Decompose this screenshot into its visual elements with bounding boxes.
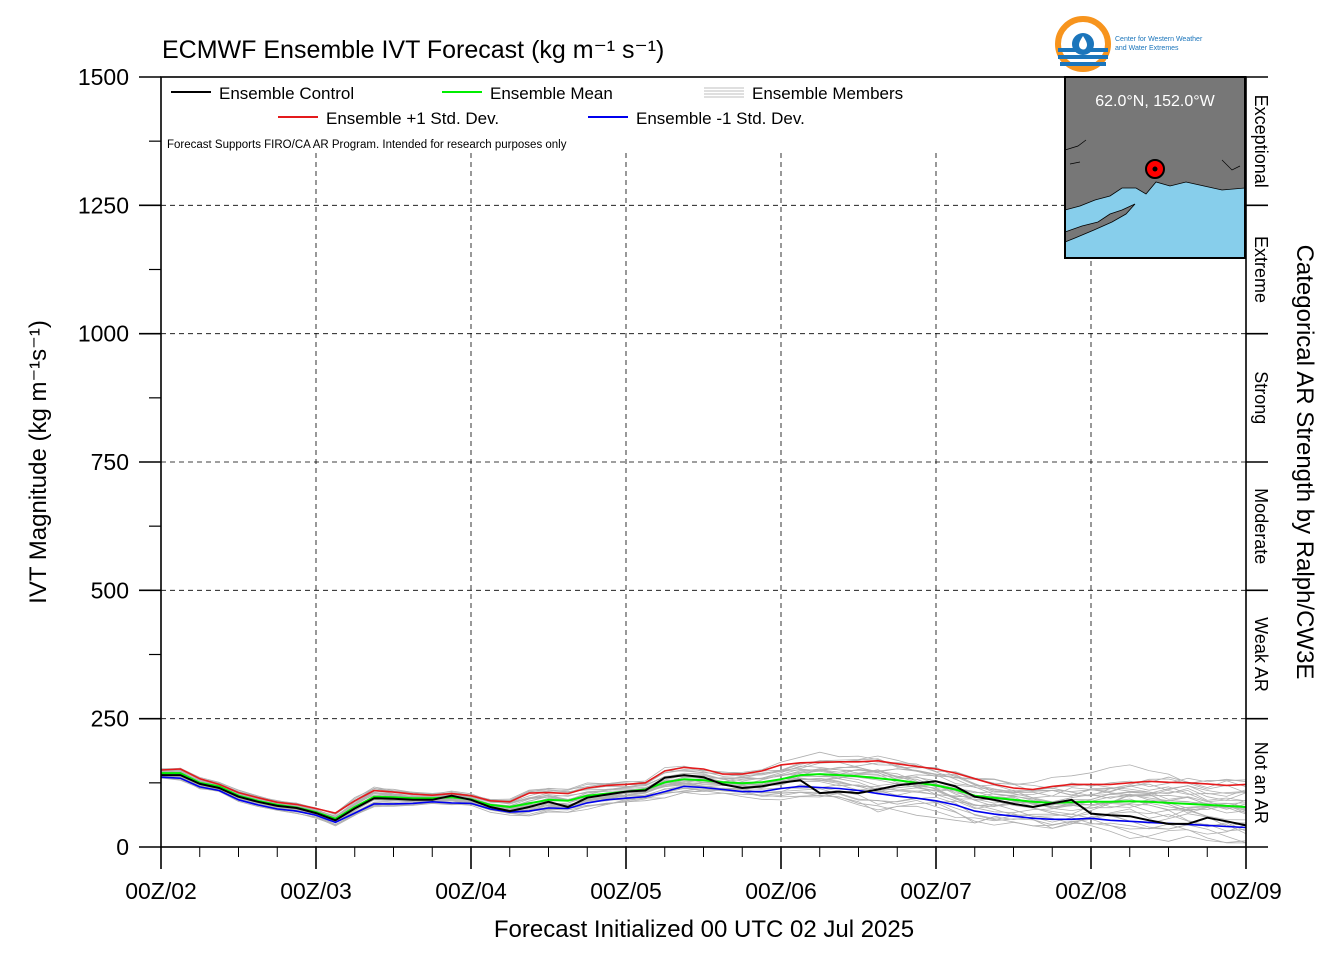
x-tick-label: 00Z/04 [435,878,507,904]
category-label: Exceptional [1251,95,1271,188]
x-tick-label: 00Z/03 [280,878,352,904]
y-axis-title: IVT Magnitude (kg m⁻¹s⁻¹) [25,320,52,604]
series-line-ensemble-mean [161,772,1247,820]
category-label: Strong [1251,371,1271,424]
x-tick-label: 00Z/02 [125,878,197,904]
logo-text-line2: and Water Extremes [1115,45,1179,52]
category-axis: Not an AR Weak AR Moderate Strong Extreme Exc… [1246,76,1271,848]
x-axis-title: Forecast Initialized 00 UTC 02 Jul 2025 [494,916,914,943]
y-tick-label: 1000 [78,321,129,347]
inset-coastline [1064,181,1246,211]
y-tick-label: 1250 [78,192,129,218]
chart-title: ECMWF Ensemble IVT Forecast (kg m⁻¹ s⁻¹) [162,36,664,64]
grid-lines [161,153,1246,847]
category-label: Moderate [1251,488,1271,564]
y-tick-label: 250 [91,706,129,732]
x-tick-label: 00Z/06 [745,878,817,904]
location-marker-center [1152,166,1158,172]
inset-peninsula-coast [1064,203,1136,243]
right-axis-title: Categorical AR Strength by Ralph/CW3E [1291,245,1318,680]
legend-label-members: Ensemble Members [752,84,903,103]
legend-label-control: Ensemble Control [219,84,354,103]
x-tick-label: 00Z/07 [900,878,972,904]
x-tick-label: 00Z/08 [1055,878,1127,904]
cw3e-logo: Center for Western Weather and Water Ext… [1055,16,1203,72]
logo-text-line1: Center for Western Weather [1115,36,1203,43]
series-line-ensemble-1-std-dev- [160,759,1247,814]
legend-swatch-members [704,87,744,98]
inset-water [1065,182,1245,258]
legend-label-plus-std: Ensemble +1 Std. Dev. [326,109,499,128]
y-tick-label: 750 [91,449,129,475]
inset-peninsula [1065,204,1135,242]
x-tick-label: 00Z/09 [1210,878,1282,904]
legend-label-mean: Ensemble Mean [490,84,613,103]
inset-frame [1064,76,1246,259]
location-inset-map: 62.0°N, 152.0°W [1064,76,1246,259]
y-tick-label: 1500 [78,64,129,90]
legend: Ensemble Control Ensemble Mean Ensemble … [167,84,903,151]
ensemble-member-line [160,761,1247,818]
y-tick-label: 500 [91,577,129,603]
y-tick-label: 0 [116,834,129,860]
ensemble-member-line [160,760,1247,818]
series-line-ensemble-1-std-dev- [160,776,1247,829]
category-label: Weak AR [1251,617,1271,692]
category-label: Not an AR [1251,742,1271,824]
x-tick-label: 00Z/05 [590,878,662,904]
inset-detail-lines [1064,139,1241,171]
category-label: Extreme [1251,236,1271,303]
inset-location-label: 62.0°N, 152.0°W [1095,93,1215,110]
research-note: Forecast Supports FIRO/CA AR Program. In… [167,139,567,151]
legend-label-minus-std: Ensemble -1 Std. Dev. [636,109,805,128]
x-axis: 00Z/02 00Z/03 00Z/04 00Z/05 00Z/06 00Z/07 00Z/… [125,847,1282,904]
y-axis: 0 250 500 750 1000 1250 1500 [78,64,161,860]
ensemble-series-group [160,759,1247,829]
series-line-ensemble-control [161,774,1247,827]
